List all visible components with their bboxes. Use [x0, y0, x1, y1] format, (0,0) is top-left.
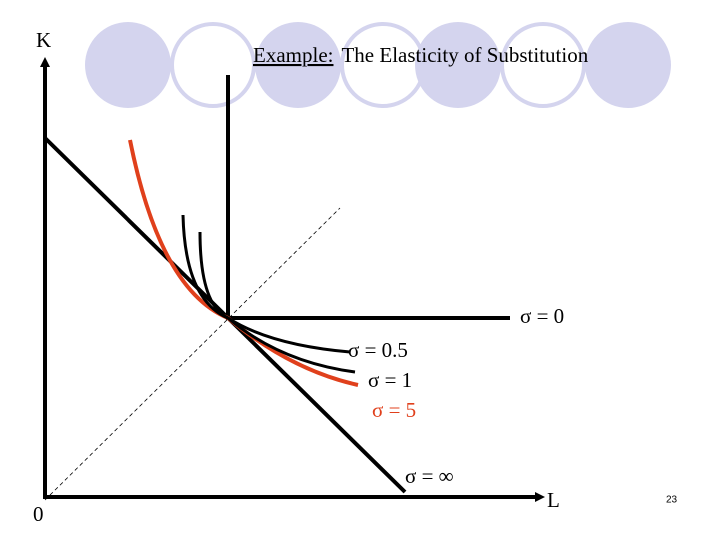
leontief-isoquant: [226, 75, 510, 320]
curve-label: σ = 1: [368, 368, 412, 392]
y-axis-label: K: [36, 28, 51, 52]
circle: [85, 22, 171, 108]
curve-label: σ = 0: [520, 304, 564, 328]
circle: [500, 22, 586, 108]
origin-label: 0: [33, 502, 44, 526]
title-text: The Elasticity of Substitution: [341, 43, 588, 67]
ray: [44, 207, 341, 501]
curve-label: σ = 5: [372, 398, 416, 422]
curve-label: σ = ∞: [405, 464, 454, 488]
page-number: 23: [666, 495, 678, 506]
decor-circles: [85, 22, 671, 108]
circle: [255, 22, 341, 108]
isoquant-sigma-05: [181, 214, 351, 354]
curve-label: σ = 0.5: [348, 338, 408, 362]
x-axis-label: L: [547, 488, 560, 512]
title-label: Example:: [253, 43, 333, 67]
circle: [585, 22, 671, 108]
circle: [415, 22, 501, 108]
title: Example: The Elasticity of Substitution: [253, 43, 589, 67]
circle: [170, 22, 256, 108]
